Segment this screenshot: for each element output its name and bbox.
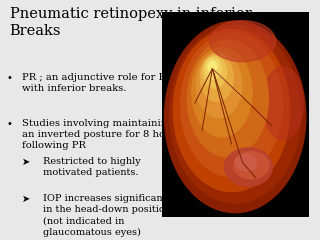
Text: ➤: ➤	[22, 157, 30, 167]
Ellipse shape	[234, 151, 269, 179]
Ellipse shape	[200, 54, 233, 101]
Ellipse shape	[205, 58, 221, 79]
Ellipse shape	[263, 67, 303, 140]
Ellipse shape	[225, 148, 272, 186]
Ellipse shape	[170, 25, 301, 203]
Text: Pneumatic retinopexy in inferior
Breaks: Pneumatic retinopexy in inferior Breaks	[10, 7, 251, 38]
Ellipse shape	[210, 21, 276, 62]
Ellipse shape	[164, 21, 306, 213]
Ellipse shape	[173, 29, 290, 192]
Text: •: •	[6, 119, 12, 129]
Text: IOP increases significantly
in the head-down position
(not indicated in
glaucoma: IOP increases significantly in the head-…	[43, 194, 175, 237]
Text: ➤: ➤	[22, 194, 30, 204]
Ellipse shape	[196, 52, 242, 118]
Text: •: •	[6, 73, 12, 83]
Ellipse shape	[187, 40, 268, 157]
Text: Studies involving maintaining
an inverted posture for 8 hours
following PR: Studies involving maintaining an inverte…	[22, 119, 182, 150]
Ellipse shape	[192, 48, 252, 137]
Ellipse shape	[208, 61, 217, 73]
Ellipse shape	[236, 154, 257, 171]
Ellipse shape	[203, 56, 226, 88]
Text: PR ; an adjunctive role for RD
with inferior breaks.: PR ; an adjunctive role for RD with infe…	[22, 73, 174, 93]
Ellipse shape	[181, 33, 282, 177]
Text: Restricted to highly
motivated patients.: Restricted to highly motivated patients.	[43, 157, 141, 177]
